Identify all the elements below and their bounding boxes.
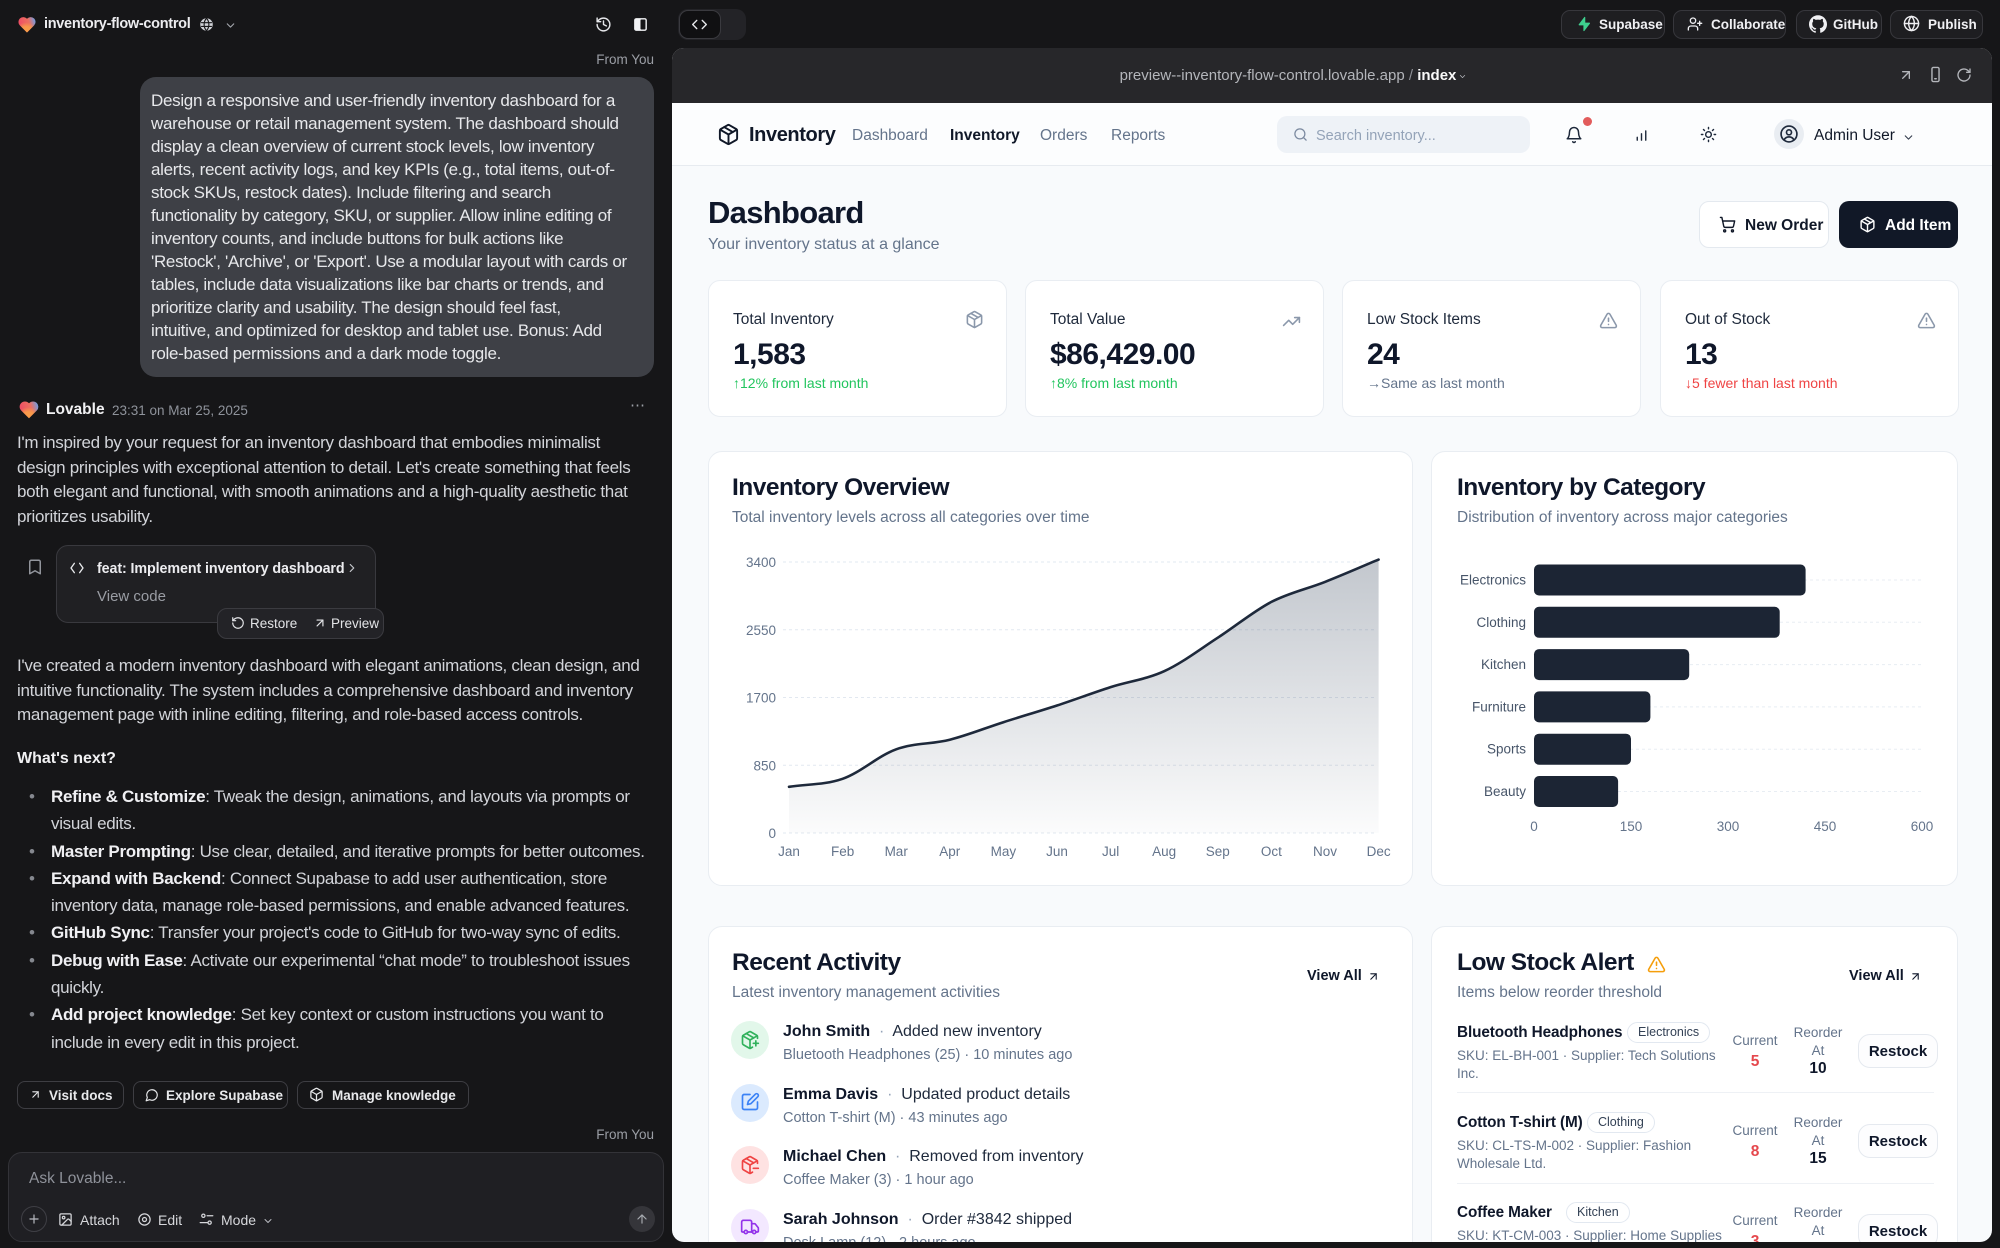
svg-text:Apr: Apr: [939, 844, 961, 859]
svg-text:450: 450: [1814, 819, 1837, 834]
svg-text:Sep: Sep: [1206, 844, 1230, 859]
svg-text:300: 300: [1717, 819, 1740, 834]
svg-text:Jul: Jul: [1102, 844, 1119, 859]
svg-text:150: 150: [1620, 819, 1643, 834]
svg-text:3400: 3400: [746, 555, 776, 570]
svg-text:Feb: Feb: [831, 844, 854, 859]
svg-text:Jan: Jan: [778, 844, 800, 859]
svg-text:850: 850: [753, 758, 776, 773]
svg-text:Sports: Sports: [1487, 742, 1526, 757]
svg-text:Aug: Aug: [1152, 844, 1176, 859]
svg-text:Nov: Nov: [1313, 844, 1337, 859]
svg-text:May: May: [991, 844, 1017, 859]
svg-text:Dec: Dec: [1367, 844, 1391, 859]
svg-text:2550: 2550: [746, 623, 776, 638]
svg-text:Electronics: Electronics: [1460, 573, 1526, 588]
svg-text:Kitchen: Kitchen: [1481, 657, 1526, 672]
svg-text:0: 0: [768, 826, 776, 841]
svg-text:Mar: Mar: [885, 844, 909, 859]
svg-text:Oct: Oct: [1261, 844, 1282, 859]
svg-text:Jun: Jun: [1046, 844, 1068, 859]
svg-text:Furniture: Furniture: [1472, 699, 1526, 714]
svg-text:0: 0: [1530, 819, 1538, 834]
svg-text:600: 600: [1911, 819, 1934, 834]
svg-text:Clothing: Clothing: [1476, 615, 1526, 630]
svg-text:Beauty: Beauty: [1484, 784, 1526, 799]
svg-text:1700: 1700: [746, 691, 776, 706]
